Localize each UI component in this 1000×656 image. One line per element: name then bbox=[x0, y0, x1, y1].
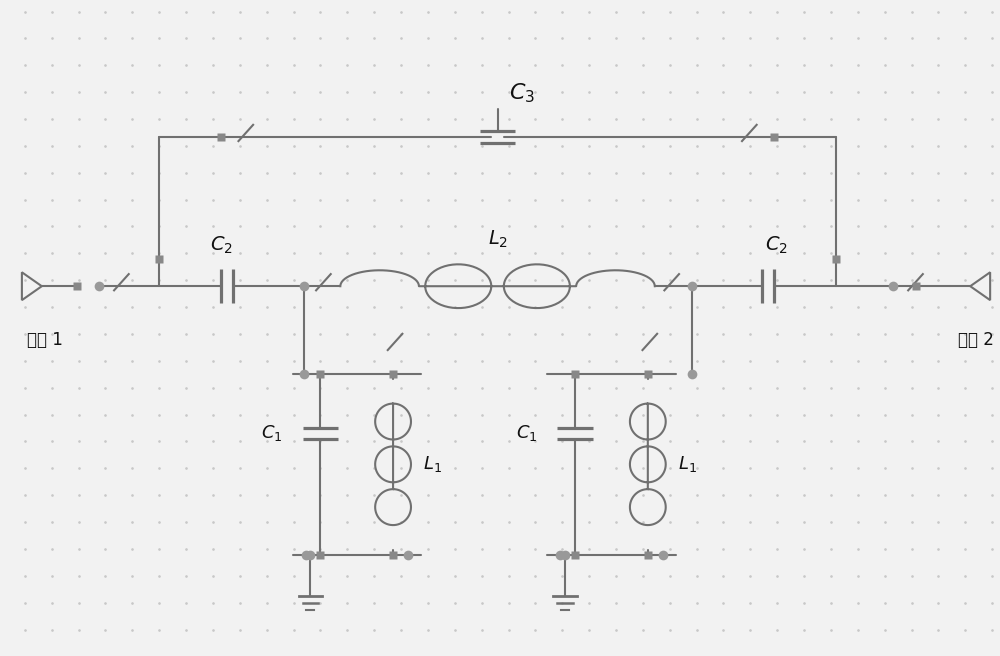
Text: $C_1$: $C_1$ bbox=[516, 424, 537, 443]
Text: $C_2$: $C_2$ bbox=[210, 235, 233, 256]
Text: $C_1$: $C_1$ bbox=[261, 424, 283, 443]
Text: $L_1$: $L_1$ bbox=[678, 455, 697, 474]
Text: $C_2$: $C_2$ bbox=[765, 235, 788, 256]
Text: $L_2$: $L_2$ bbox=[488, 229, 508, 251]
Text: $L_1$: $L_1$ bbox=[423, 455, 442, 474]
Text: 端口 2: 端口 2 bbox=[958, 331, 994, 349]
Text: 端口 1: 端口 1 bbox=[27, 331, 63, 349]
Text: $C_3$: $C_3$ bbox=[509, 81, 536, 105]
